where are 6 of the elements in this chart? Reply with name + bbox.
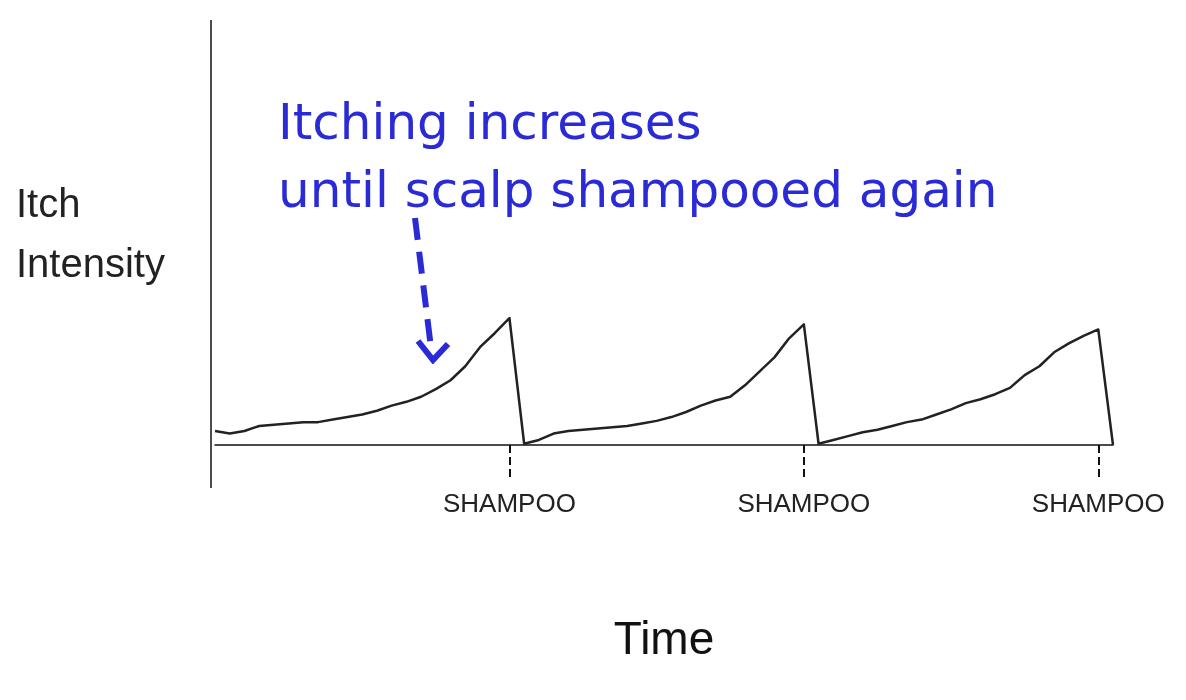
x-tick-label: SHAMPOO — [1031, 488, 1165, 518]
text: Itching increases until scalp shampooed again — [278, 93, 998, 219]
y-axis-title: Itch Intensity — [16, 181, 165, 285]
x-tick-label: SHAMPOO — [737, 488, 871, 518]
x-axis-title: Time — [613, 612, 715, 664]
x-tick-label: SHAMPOO — [442, 488, 576, 518]
